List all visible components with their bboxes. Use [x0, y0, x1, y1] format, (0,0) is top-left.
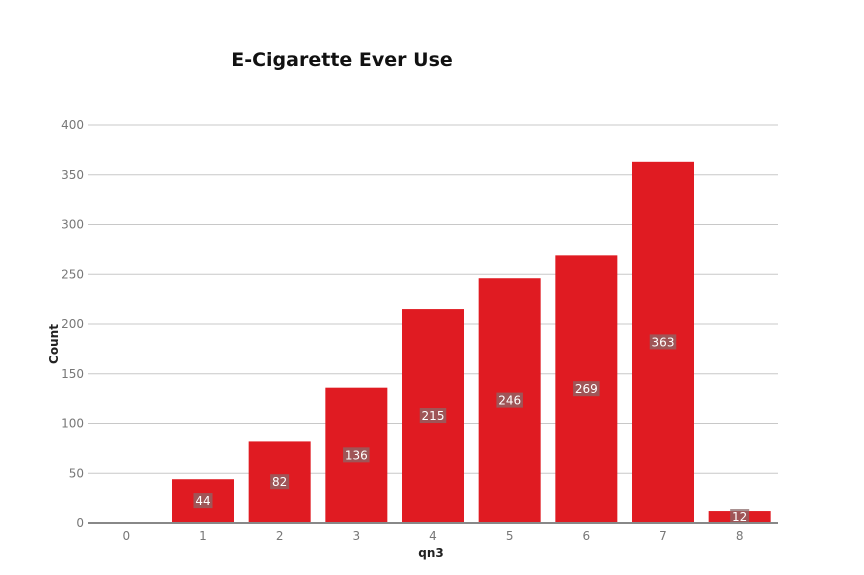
bar-label-bg: [730, 509, 750, 525]
bar-label-bg: [649, 334, 677, 350]
bars: 44 82 136 215 246 269 363 12: [172, 161, 771, 525]
x-tick-label: 2: [276, 529, 284, 543]
y-tick-label: 0: [76, 516, 84, 530]
bar-label-bg: [573, 381, 600, 397]
x-tick-label: 6: [583, 529, 591, 543]
y-tick-label: 400: [61, 118, 84, 132]
bar-data-label: 363: [652, 335, 675, 349]
y-tick-label: 100: [61, 417, 84, 431]
y-tick-label: 350: [61, 168, 84, 182]
bar-label-bg: [343, 447, 370, 463]
bar-data-label: 82: [272, 475, 287, 489]
bar-data-label: 246: [498, 394, 521, 408]
bar-data-label: 44: [195, 494, 210, 508]
x-axis: 0 1 2 3 4 5 6 7 8: [123, 529, 744, 543]
x-tick-label: 1: [199, 529, 207, 543]
x-tick-label: 0: [123, 529, 131, 543]
bar-label-bg: [496, 392, 523, 408]
bar-label-bg: [270, 474, 290, 490]
y-tick-label: 300: [61, 218, 84, 232]
x-axis-title: qn3: [418, 546, 443, 560]
x-tick-label: 8: [736, 529, 744, 543]
bar-label-bg: [193, 493, 213, 509]
x-tick-label: 3: [353, 529, 361, 543]
y-axis: 0 50 100 150 200 250 300 350 400: [61, 118, 84, 530]
y-axis-title: Count: [47, 324, 61, 364]
bar-label-bg: [419, 408, 447, 424]
chart-title: E-Cigarette Ever Use: [231, 49, 453, 71]
y-tick-label: 200: [61, 317, 84, 331]
x-tick-label: 7: [659, 529, 667, 543]
y-tick-label: 50: [69, 466, 84, 480]
x-tick-label: 5: [506, 529, 514, 543]
bar-data-label: 136: [345, 448, 368, 462]
y-tick-label: 250: [61, 267, 84, 281]
bar-data-label: 12: [732, 510, 747, 524]
y-tick-label: 150: [61, 367, 84, 381]
bar-data-label: 269: [575, 382, 598, 396]
x-tick-label: 4: [429, 529, 437, 543]
bar-data-label: 215: [422, 409, 445, 423]
